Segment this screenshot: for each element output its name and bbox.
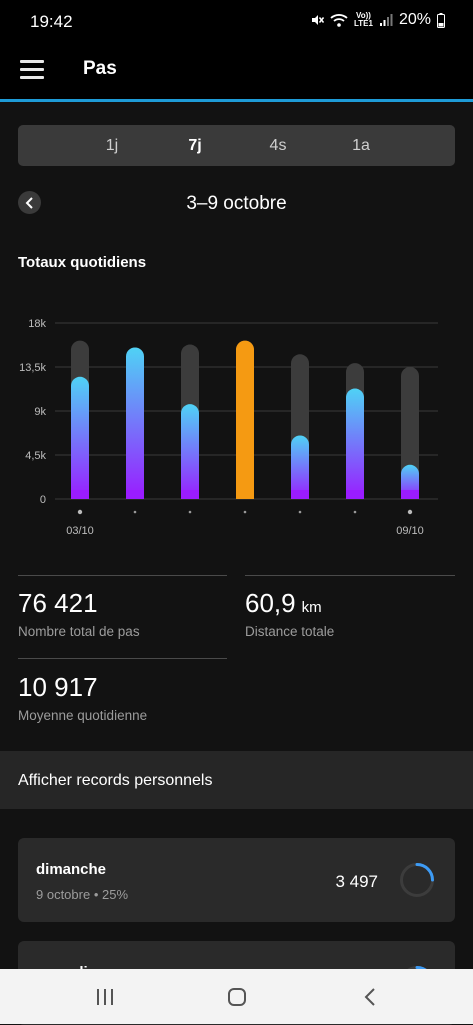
stats-divider-middle: [18, 658, 227, 659]
total-steps-stat: 76 421 Nombre total de pas: [18, 588, 140, 639]
stats-divider-top-left: [18, 575, 227, 576]
accent-divider: [0, 99, 473, 102]
system-navigation-bar: [0, 969, 473, 1024]
date-navigation: 3–9 octobre: [0, 185, 473, 221]
steps-bar-base: [181, 490, 199, 499]
daily-steps-chart: 0 4,5k 9k 13,5k 18k 03/10 09/10: [19, 318, 438, 537]
volte-bottom-text: LTE1: [354, 19, 373, 28]
steps-bar-base: [71, 490, 89, 499]
steps-bar: [291, 435, 309, 499]
back-icon: [364, 988, 375, 1006]
day-subtitle: 9 octobre • 25%: [36, 887, 128, 902]
total-steps-value: 76 421: [18, 588, 98, 618]
day-steps: 3 497: [335, 872, 378, 891]
x-tick-label: 03/10: [66, 525, 94, 537]
total-steps-label: Nombre total de pas: [18, 624, 140, 639]
steps-bar-base: [346, 490, 364, 499]
menu-icon[interactable]: [20, 60, 44, 80]
steps-bar: [71, 376, 89, 499]
daily-average-stat: 10 917 Moyenne quotidienne: [18, 672, 147, 723]
recent-apps-button[interactable]: [90, 984, 120, 1010]
distance-unit: km: [301, 599, 322, 616]
mute-icon: [312, 15, 324, 25]
daily-average-label: Moyenne quotidienne: [18, 708, 148, 723]
steps-bar: [181, 404, 199, 499]
period-selector: 1j 7j 4s 1a: [18, 125, 455, 166]
battery-percent: 20%: [398, 11, 431, 28]
y-tick-label: 9k: [34, 406, 46, 418]
day-name: dimanche: [36, 861, 107, 878]
distance-value: 60,9: [245, 588, 296, 618]
volte-top-text: Vo)): [356, 11, 371, 20]
personal-records-button[interactable]: Afficher records personnels: [0, 751, 473, 809]
x-tick-dot: [133, 510, 137, 514]
steps-bar-base: [401, 490, 419, 499]
status-icons: Vo)) LTE1 20%: [310, 11, 445, 29]
steps-bar-base: [236, 490, 254, 499]
tab-7-days[interactable]: 7j: [188, 137, 202, 154]
home-button[interactable]: [222, 984, 252, 1010]
tab-4-weeks[interactable]: 4s: [269, 137, 287, 154]
x-tick-dot: [407, 509, 413, 515]
chevron-left-icon: [25, 196, 33, 209]
recent-apps-icon: [97, 989, 113, 1005]
date-range: 3–9 octobre: [186, 193, 287, 214]
volte-indicator: Vo)) LTE1: [354, 12, 373, 28]
status-time: 19:42: [30, 12, 73, 31]
tab-1-day[interactable]: 1j: [105, 137, 119, 154]
x-tick-dot: [243, 510, 247, 514]
target-bar: [401, 367, 419, 499]
previous-period-button[interactable]: [18, 191, 41, 214]
steps-bar-base: [291, 490, 309, 499]
day-progress-ring: [400, 863, 434, 897]
battery-icon: [437, 12, 445, 28]
x-tick-dot: [298, 510, 302, 514]
steps-bar: [346, 388, 364, 499]
steps-bar: [236, 340, 254, 499]
y-tick-label: 18k: [28, 318, 46, 330]
wifi-icon: [330, 14, 348, 27]
x-tick-label: 09/10: [396, 525, 424, 537]
distance-label: Distance totale: [245, 624, 335, 639]
steps-bar: [126, 347, 144, 499]
y-tick-label: 13,5k: [19, 362, 46, 374]
x-tick-dot: [353, 510, 357, 514]
distance-stat: 60,9 km Distance totale: [245, 588, 334, 639]
daily-average-value: 10 917: [18, 672, 98, 702]
app-bar: Pas: [0, 44, 473, 100]
home-icon: [228, 988, 246, 1006]
personal-records-label: Afficher records personnels: [18, 772, 213, 789]
day-card[interactable]: dimanche 9 octobre • 25% 3 497: [18, 838, 455, 922]
x-tick-dot: [188, 510, 192, 514]
signal-icon: [379, 14, 393, 26]
x-tick-dot: [77, 509, 83, 515]
section-title: Totaux quotidiens: [18, 254, 147, 271]
stats-divider-top-right: [245, 575, 455, 576]
y-tick-label: 4,5k: [25, 450, 46, 462]
steps-bar-base: [126, 490, 144, 499]
tab-1-year[interactable]: 1a: [352, 137, 370, 154]
y-tick-label: 0: [40, 494, 46, 506]
page-title: Pas: [83, 58, 117, 79]
status-bar: 19:42 Vo)) LTE1 20%: [0, 0, 473, 44]
back-button[interactable]: [355, 984, 385, 1010]
